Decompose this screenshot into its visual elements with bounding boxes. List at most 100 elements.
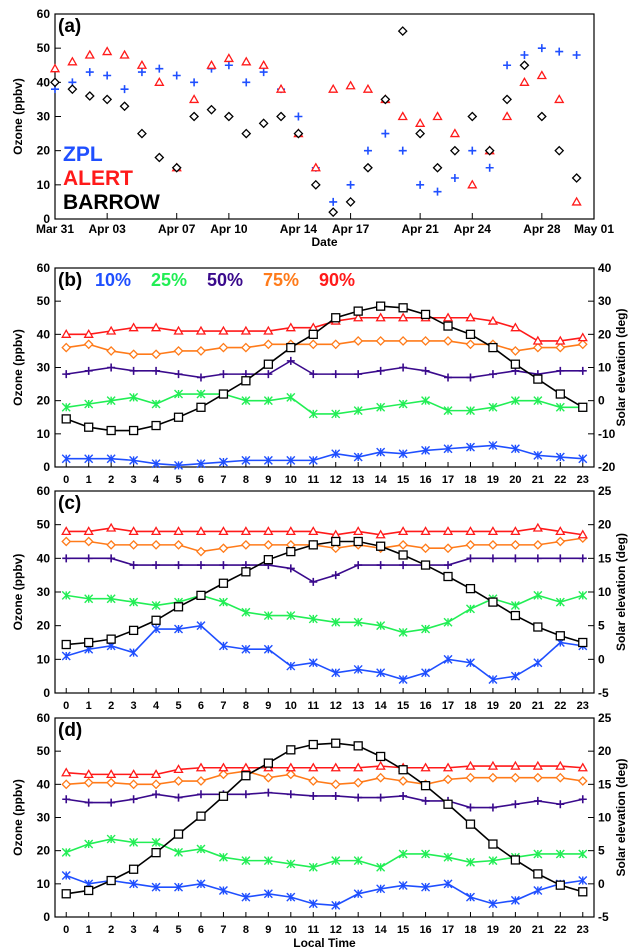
x-tick-label: 23	[577, 474, 589, 486]
data-point	[129, 366, 138, 375]
data-point	[285, 526, 296, 536]
data-point	[510, 772, 521, 783]
data-point	[510, 610, 521, 621]
data-point	[128, 539, 139, 550]
data-point	[487, 315, 499, 325]
data-point	[331, 900, 341, 910]
x-tick-label: 16	[419, 474, 431, 486]
data-point	[381, 129, 390, 138]
y-axis-label: Ozone (ppbv)	[11, 78, 25, 155]
x-tick-label: 7	[220, 924, 226, 936]
data-point	[241, 771, 251, 781]
data-point	[345, 80, 356, 90]
data-point	[363, 162, 373, 173]
data-point	[241, 455, 251, 465]
y-tick-label: 10	[37, 652, 51, 666]
data-point	[218, 578, 229, 588]
series-10pct	[61, 871, 588, 910]
x-tick-label: 17	[442, 700, 454, 712]
x-tick-label: 15	[397, 700, 409, 712]
data-point	[286, 661, 296, 671]
data-point	[353, 536, 363, 547]
data-point	[196, 590, 206, 601]
x-tick-label: 6	[198, 924, 204, 936]
x-tick-label: 8	[243, 474, 249, 486]
data-point	[556, 800, 565, 809]
data-point	[240, 539, 251, 550]
data-point	[510, 526, 521, 536]
series-line	[65, 624, 583, 681]
data-point	[174, 882, 184, 892]
data-point	[466, 373, 475, 382]
data-point	[554, 94, 565, 104]
data-point	[571, 173, 582, 183]
data-point	[128, 322, 139, 332]
data-point	[173, 602, 184, 612]
data-point	[129, 837, 139, 847]
data-point	[420, 336, 431, 346]
data-point	[555, 526, 566, 536]
data-point	[442, 762, 454, 772]
data-point	[128, 625, 139, 636]
data-point	[174, 793, 183, 802]
data-point	[465, 406, 475, 416]
data-point	[375, 772, 386, 783]
data-point	[263, 539, 274, 550]
data-point	[502, 94, 512, 105]
data-point	[443, 852, 453, 862]
data-point	[578, 590, 588, 600]
y-axis-label: Ozone (ppbv)	[11, 779, 25, 856]
data-point	[353, 777, 364, 788]
x-tick-label: Apr 28	[523, 222, 561, 236]
data-point	[532, 335, 543, 345]
data-point	[443, 774, 453, 785]
data-point	[276, 111, 286, 122]
data-point	[450, 174, 459, 182]
y2-tick-label: -20	[598, 460, 616, 474]
x-tick-label: 2	[108, 700, 114, 712]
data-point	[421, 882, 431, 892]
x-tick-label: 7	[220, 700, 226, 712]
data-point	[196, 561, 205, 570]
x-tick-label: 15	[397, 924, 409, 936]
data-point	[308, 526, 319, 536]
series-line	[66, 770, 583, 786]
data-point	[310, 179, 321, 190]
data-point	[399, 561, 408, 570]
data-point	[308, 540, 318, 550]
data-point	[443, 879, 453, 889]
data-point	[136, 59, 148, 69]
data-point	[443, 543, 453, 554]
data-point	[67, 56, 78, 66]
x-tick-label: 21	[532, 474, 544, 486]
data-point	[415, 118, 426, 127]
y-tick-label: 0	[43, 686, 50, 700]
series-10pct	[61, 621, 588, 685]
data-point	[218, 389, 229, 399]
y-tick-label: 40	[37, 777, 51, 791]
data-point	[196, 459, 206, 469]
data-point	[107, 363, 116, 372]
x-tick-label: 21	[532, 924, 544, 936]
data-point	[488, 597, 498, 607]
data-point	[264, 370, 273, 379]
x-tick-label: 14	[375, 700, 388, 712]
x-tick-label: 1	[86, 700, 92, 712]
data-point	[398, 336, 409, 346]
data-point	[488, 402, 498, 412]
data-point	[84, 839, 94, 849]
data-point	[555, 47, 564, 56]
data-point	[293, 128, 304, 139]
data-point	[84, 594, 94, 604]
y2-axis-label: Solar elevation (deg)	[614, 308, 628, 426]
data-point	[83, 339, 94, 350]
data-point	[533, 658, 543, 668]
data-point	[510, 600, 520, 610]
data-point	[106, 325, 117, 335]
x-tick-label: Apr 24	[454, 222, 492, 236]
data-point	[533, 796, 542, 805]
data-point	[353, 306, 363, 316]
data-point	[218, 769, 229, 780]
data-point	[577, 762, 588, 772]
